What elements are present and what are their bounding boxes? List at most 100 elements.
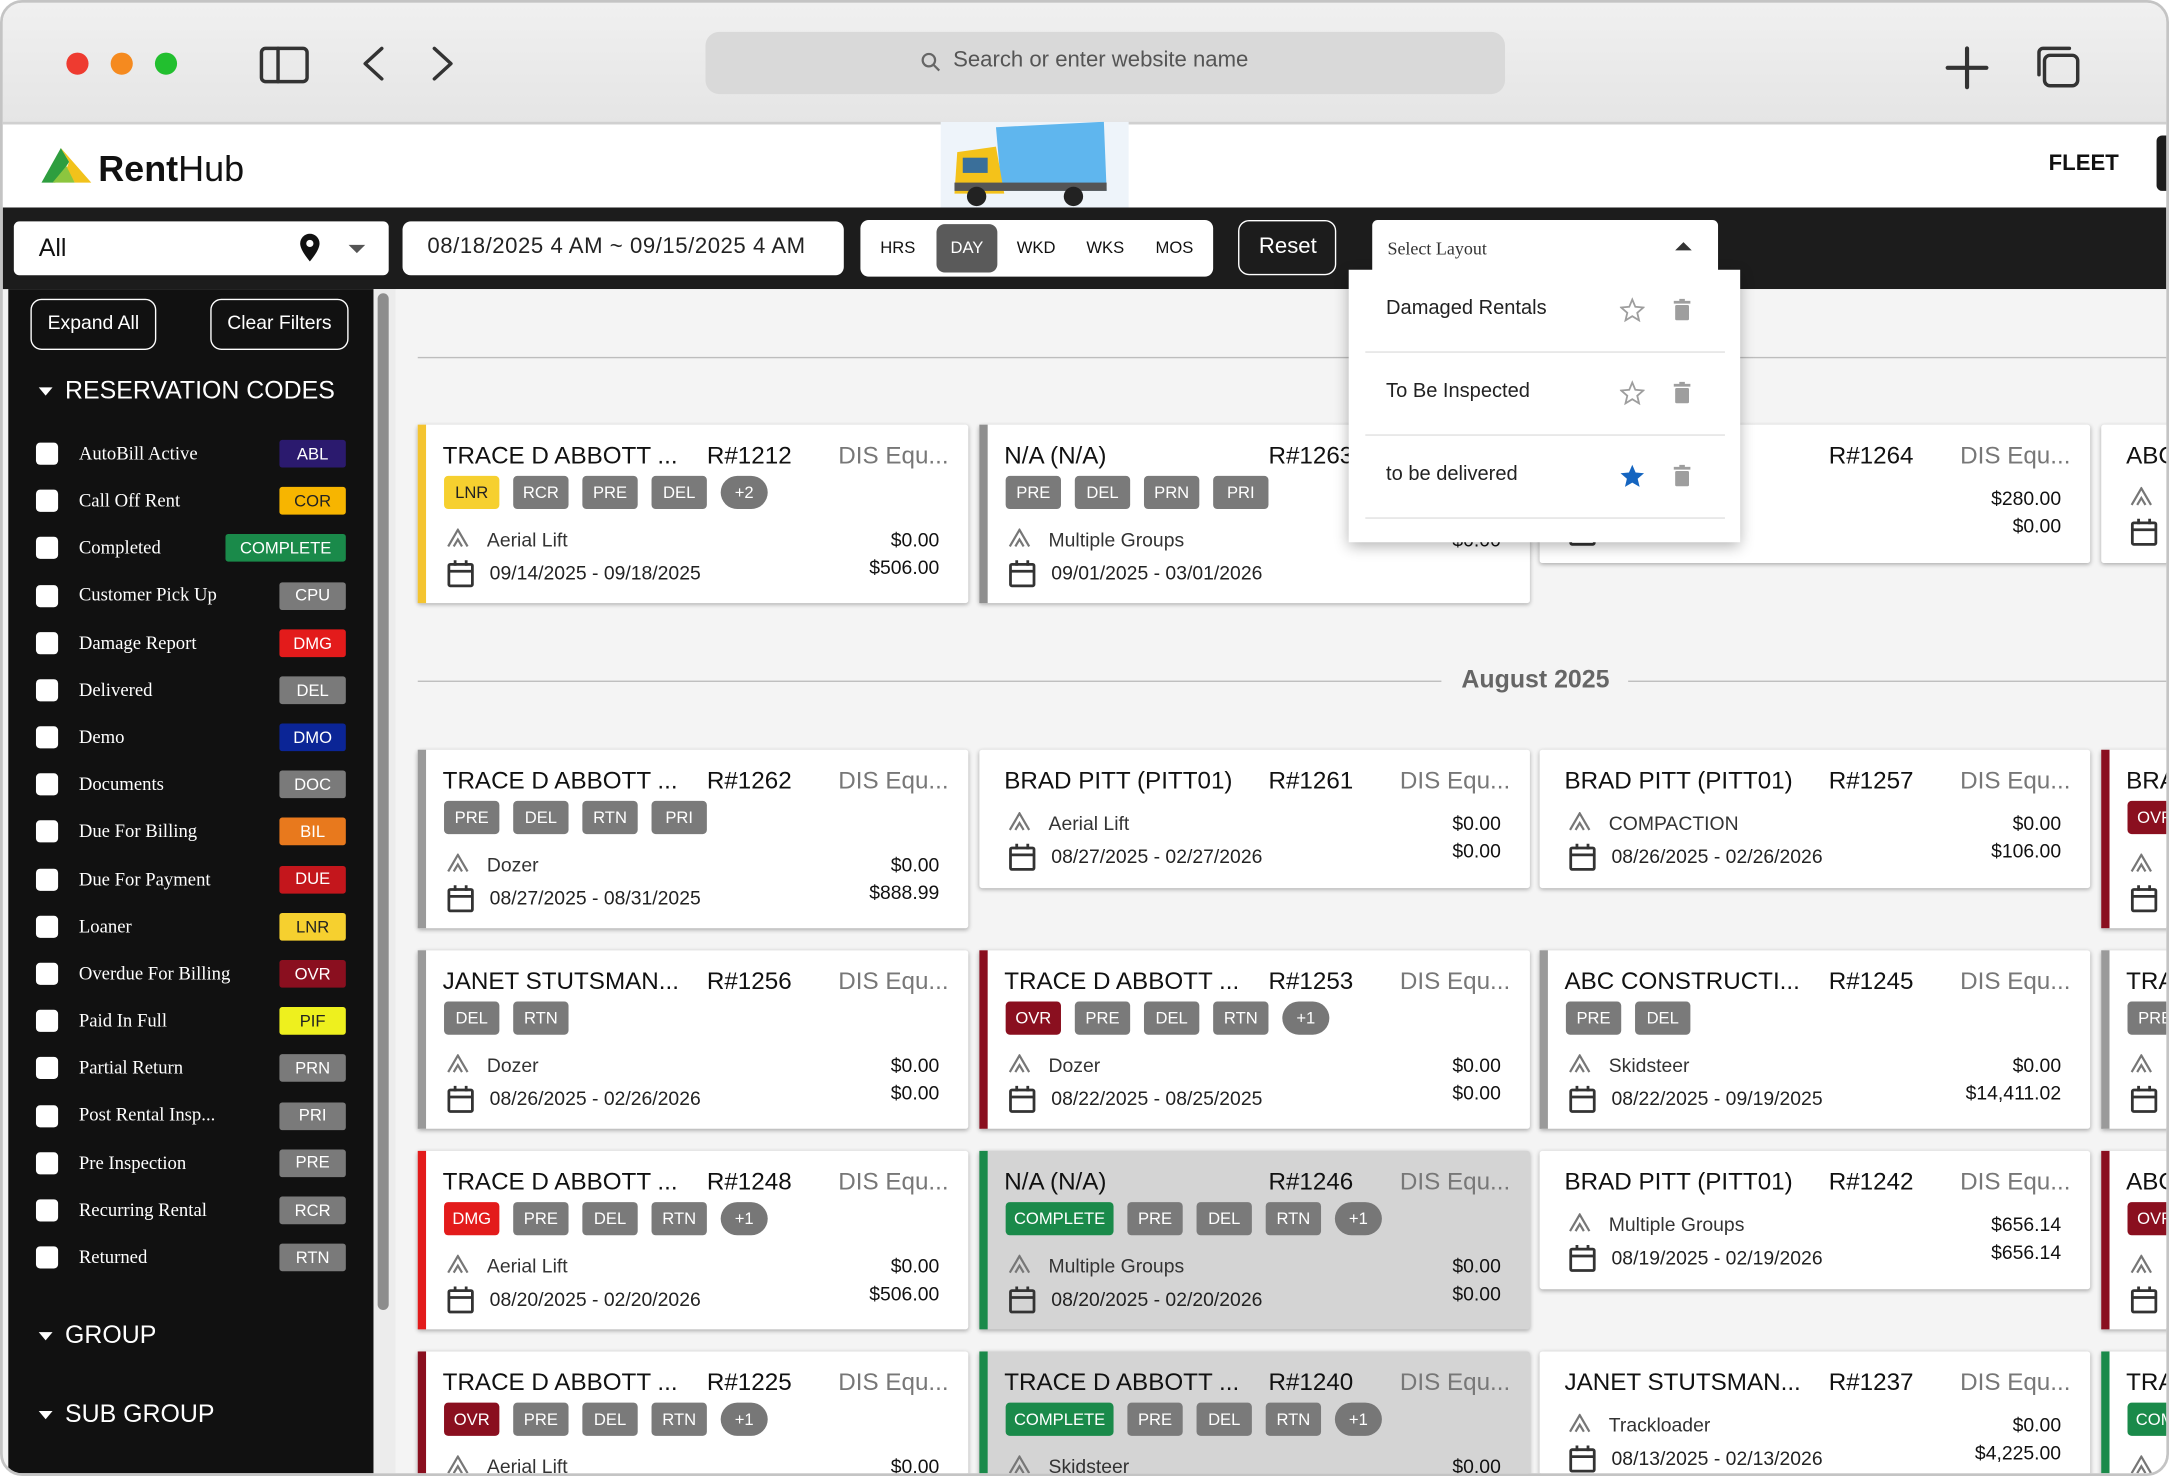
location-select[interactable] — [13, 221, 389, 276]
date-range-input[interactable] — [402, 221, 844, 276]
zoom-button[interactable] — [154, 52, 178, 75]
reservation-card[interactable]: BRAD PITT (PITT01) R#1242 DIS Equ... Multip… — [1539, 1150, 2091, 1290]
status-stripe — [979, 424, 988, 604]
filter-checkbox[interactable] — [35, 489, 59, 513]
reservation-card[interactable]: ABC OVR — [2101, 1150, 2167, 1330]
reservation-card[interactable]: TRACE D ABBOTT ... R#1212 DIS Equ... LNR RCR… — [417, 424, 969, 604]
calendar-icon — [1009, 1286, 1036, 1314]
layout-select[interactable] — [1372, 219, 1719, 284]
filter-checkbox[interactable] — [35, 1010, 59, 1033]
code-tag: COMPLETE — [225, 534, 346, 563]
equipment-group: COMPACTION — [1608, 811, 1739, 834]
layout-name[interactable]: To Be Inspected — [1386, 380, 1530, 403]
layout-separator — [1365, 517, 1725, 519]
reservation-tag-label: DMG — [452, 1208, 492, 1229]
section-header[interactable]: SUB GROUP — [65, 1400, 215, 1428]
filter-checkbox[interactable] — [35, 1057, 59, 1080]
group-icon-part — [1569, 811, 1591, 831]
reservation-card[interactable]: JANET STUTSMAN... R#1237 DIS Equ... Tracklo… — [1539, 1351, 2091, 1474]
sidebar-button[interactable] — [210, 298, 349, 350]
time-scale-group — [860, 219, 1214, 277]
reservation-card[interactable]: ABC — [2101, 424, 2167, 563]
reservation-card[interactable]: TRA COMPLETE — [2101, 1351, 2167, 1474]
amount: $656.14 — [1991, 1240, 2062, 1263]
back-button[interactable] — [363, 46, 384, 81]
filter-checkbox[interactable] — [35, 1199, 59, 1222]
layout-name[interactable]: to be delivered — [1386, 463, 1518, 486]
time-scale-button[interactable]: MOS — [1155, 237, 1194, 258]
nav-tab[interactable] — [2156, 135, 2167, 191]
address-bar[interactable] — [705, 31, 1506, 95]
filter-checkbox[interactable] — [35, 537, 59, 560]
favorite-star — [1619, 297, 1645, 323]
filter-checkbox[interactable] — [35, 631, 59, 654]
time-scale-button[interactable]: DAY — [950, 237, 984, 258]
time-scale-button[interactable]: WKD — [1016, 237, 1056, 258]
tabs-button[interactable] — [2042, 53, 2080, 88]
close-button[interactable] — [66, 52, 89, 75]
filter-checkbox[interactable] — [35, 1104, 59, 1127]
time-scale-active[interactable] — [936, 224, 998, 273]
brand[interactable]: RentHub — [98, 148, 244, 191]
reservation-card[interactable]: TRACE D ABBOTT ... R#1225 DIS Equ... OVR PRE… — [417, 1351, 969, 1474]
time-scale-button[interactable]: HRS — [880, 237, 916, 258]
filter-checkbox[interactable] — [35, 868, 59, 891]
code-name: Documents — [78, 773, 164, 795]
section-header[interactable]: GROUP — [65, 1321, 157, 1349]
date-range: 08/18/2025 4 AM ~ 09/15/2025 4 AM — [427, 235, 806, 259]
layout-name[interactable]: Damaged Rentals — [1386, 297, 1547, 320]
filter-checkbox[interactable] — [35, 726, 59, 749]
filter-checkbox[interactable] — [35, 442, 59, 465]
code-name: Demo — [78, 726, 125, 747]
filter-checkbox[interactable] — [35, 1246, 59, 1269]
reservation-card[interactable]: JANET STUTSMAN... R#1256 DIS Equ... DEL RTN D… — [417, 950, 969, 1129]
reservation-tag: DEL — [1074, 475, 1131, 510]
sidebar-button[interactable] — [30, 298, 157, 350]
reservation-card[interactable]: BRAD PITT (PITT01) R#1257 DIS Equ... COMPAC… — [1539, 749, 2091, 889]
filter-checkbox[interactable] — [35, 820, 59, 844]
reservation-tag-label: COMPLETE — [1013, 1409, 1106, 1429]
delete-icon-part — [1673, 466, 1691, 470]
section-header[interactable]: RESERVATION CODES — [65, 376, 335, 405]
reservation-card[interactable]: BRA OVR — [2101, 749, 2167, 929]
filter-checkbox[interactable] — [35, 773, 59, 796]
reservation-card[interactable]: TRACE D ABBOTT ... R#1248 DIS Equ... DMG PRE… — [417, 1150, 969, 1330]
minimize-button[interactable] — [110, 52, 133, 75]
nav-menu[interactable]: FLEET — [2048, 152, 2119, 176]
group-icon-part — [1569, 1413, 1591, 1433]
group-icon-part — [1008, 1054, 1031, 1073]
amount: $506.00 — [869, 1281, 940, 1304]
reservation-tag-label: OVR — [1015, 1008, 1052, 1028]
truck-image — [940, 121, 1129, 208]
filter-checkbox[interactable] — [35, 584, 59, 607]
reservation-card[interactable]: N/A (N/A) R#1246 DIS Equ... COMPLETE PRE DEL R… — [979, 1150, 1530, 1330]
time-scale-button[interactable]: WKS — [1086, 237, 1125, 258]
reservation-number: R#1264 — [1828, 440, 1914, 469]
layout-separator — [1365, 351, 1725, 353]
reservation-card[interactable]: TRACE D ABBOTT ... R#1253 DIS Equ... OVR PRE… — [979, 950, 1530, 1129]
reservation-card[interactable]: TRA PRE — [2101, 950, 2167, 1129]
reservation-card[interactable]: TRACE D ABBOTT ... R#1262 DIS Equ... PRE DEL… — [417, 749, 969, 929]
delete-icon-part — [1679, 464, 1685, 468]
reservation-tag: DMG — [444, 1202, 500, 1236]
filter-checkbox[interactable] — [35, 962, 59, 985]
code-tag-label: PRN — [295, 1058, 331, 1078]
reservation-tag: DEL — [1196, 1202, 1252, 1236]
filter-checkbox[interactable] — [35, 679, 59, 702]
reservation-card[interactable]: TRACE D ABBOTT ... R#1240 DIS Equ... COMPLE… — [979, 1351, 1530, 1474]
forward-button[interactable] — [432, 46, 453, 81]
reservation-card[interactable]: BRAD PITT (PITT01) R#1261 DIS Equ... Aerial… — [979, 749, 1530, 889]
code-tag: DMO — [279, 723, 346, 752]
truck-window — [962, 157, 988, 173]
code-tag: COR — [279, 487, 346, 515]
scrollbar-thumb[interactable] — [377, 293, 389, 1310]
sidebar-toggle[interactable] — [259, 46, 309, 84]
reservation-card[interactable]: ABC CONSTRUCTI... R#1245 DIS Equ... PRE DEL S… — [1539, 950, 2091, 1129]
code-name: Pre Inspection — [78, 1151, 187, 1173]
reset-button[interactable] — [1238, 219, 1337, 276]
filter-checkbox[interactable] — [35, 1151, 59, 1174]
equipment-group: Aerial Lift — [486, 527, 568, 550]
group-icon-part — [2130, 486, 2152, 506]
filter-checkbox[interactable] — [35, 915, 59, 938]
equipment-type: DIS Equ... — [1960, 765, 2071, 794]
